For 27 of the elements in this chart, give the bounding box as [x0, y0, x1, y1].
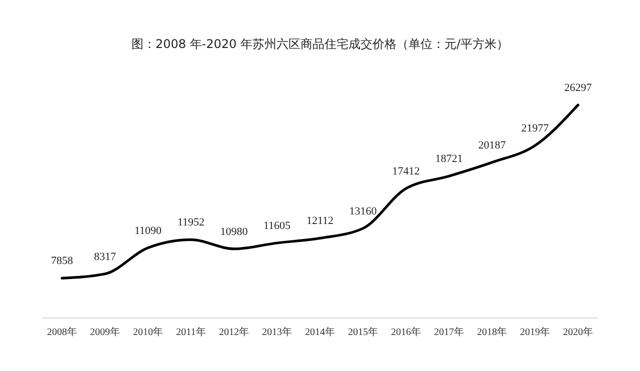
- data-label: 21977: [521, 122, 550, 135]
- x-tick-label: 2014年: [305, 326, 335, 338]
- x-tick-label: 2019年: [520, 326, 550, 338]
- x-tick-label: 2018年: [477, 326, 507, 338]
- data-label: 10980: [220, 226, 248, 238]
- data-label: 12112: [306, 215, 334, 228]
- chart-title: 图：2008 年-2020 年苏州六区商品住宅成交价格（单位：元/平方米）: [131, 37, 509, 51]
- x-tick-label: 2012年: [219, 326, 249, 338]
- data-label: 13160: [349, 205, 378, 218]
- x-tick-label: 2020年: [563, 326, 593, 338]
- x-tick-label: 2013年: [262, 326, 292, 338]
- x-tick-label: 2008年: [47, 326, 77, 338]
- x-tick-label: 2016年: [391, 326, 421, 338]
- x-tick-label: 2010年: [133, 326, 163, 338]
- data-label: 11605: [263, 220, 292, 232]
- x-tick-label: 2015年: [348, 326, 378, 338]
- data-label: 7858: [51, 255, 74, 268]
- data-label: 20187: [478, 139, 506, 152]
- data-label: 26297: [564, 82, 592, 94]
- x-tick-label: 2017年: [434, 326, 464, 338]
- data-label: 18721: [435, 153, 463, 166]
- data-label: 8317: [94, 250, 116, 263]
- data-label: 17412: [392, 165, 420, 178]
- data-label: 11090: [134, 224, 162, 237]
- x-tick-label: 2011年: [176, 326, 206, 338]
- data-label: 11952: [177, 216, 205, 229]
- x-tick-label: 2009年: [90, 326, 120, 338]
